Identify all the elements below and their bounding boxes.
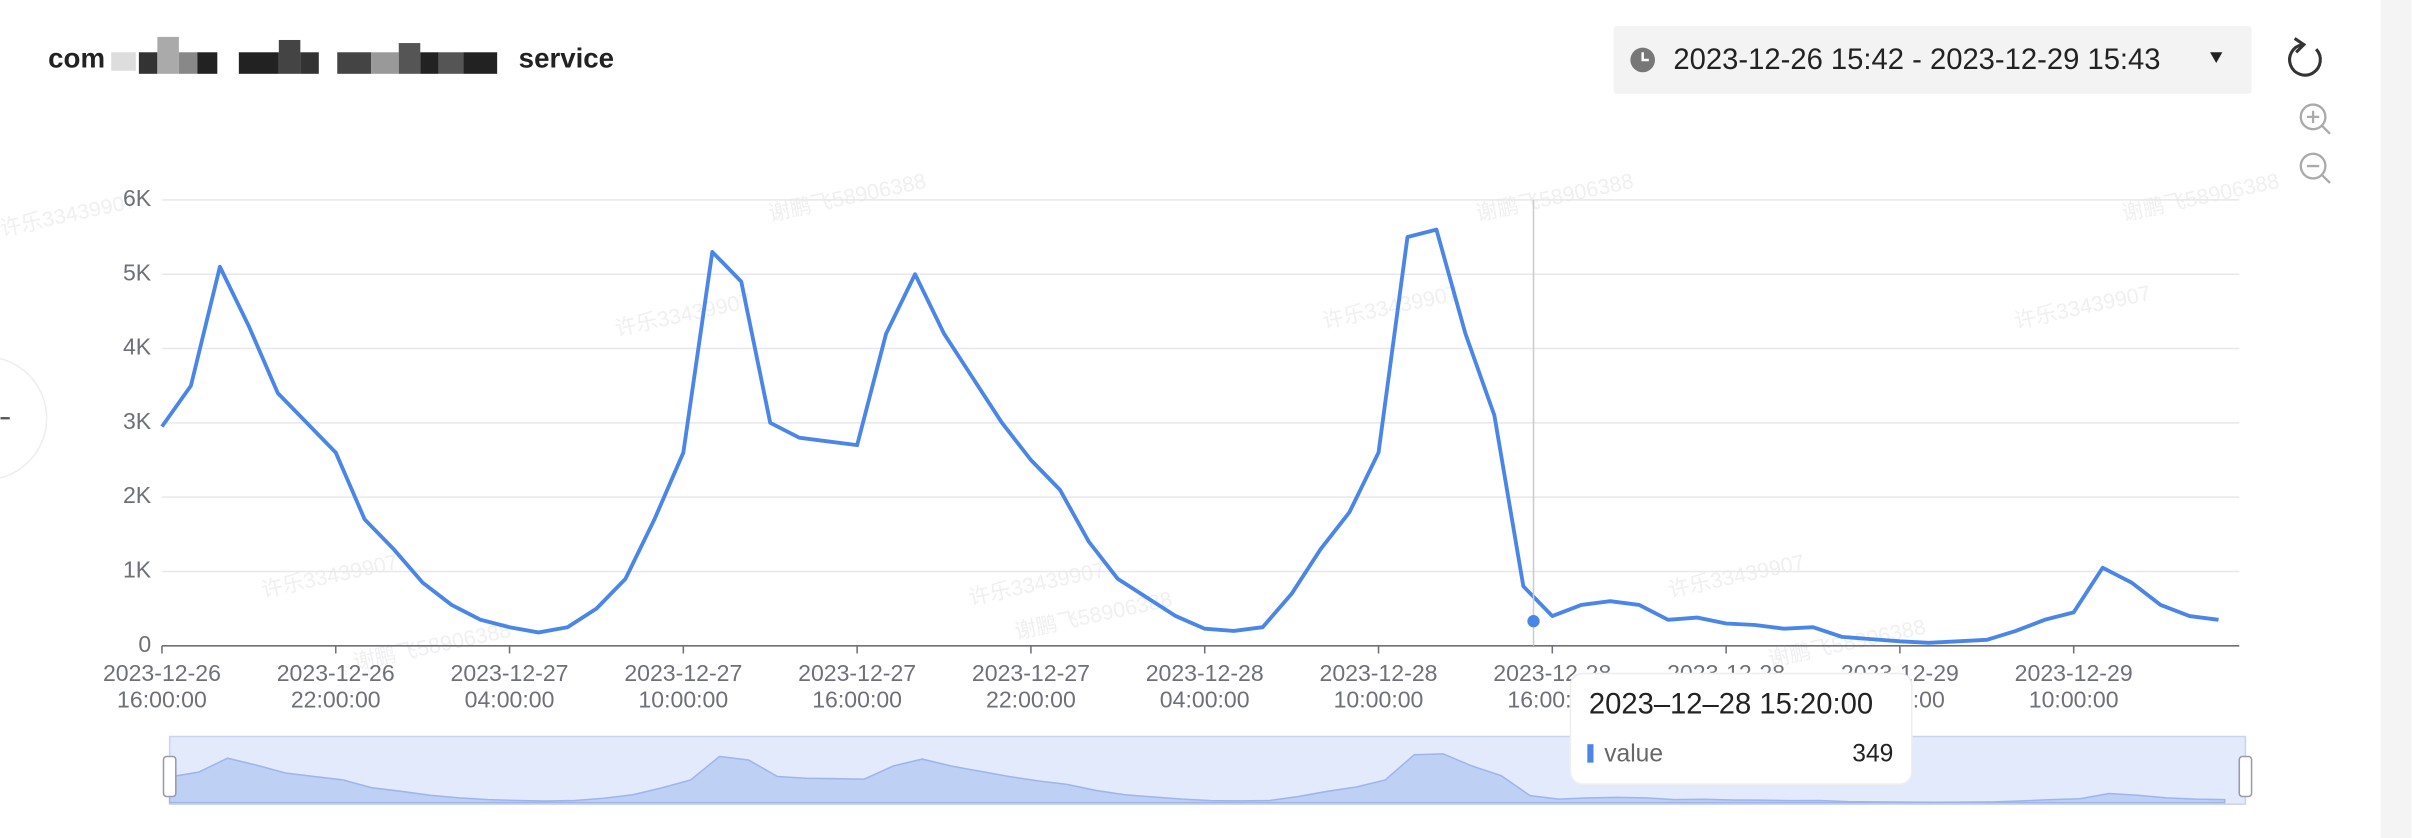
x-tick-label: 2023-12-27 10:00:00 — [624, 661, 743, 714]
y-tick-label: 3K — [123, 408, 152, 434]
x-tick-label: 2023-12-26 22:00:00 — [276, 661, 395, 714]
x-tick-label: 2023-12-27 04:00:00 — [450, 661, 569, 714]
tooltip-value: 349 — [1852, 740, 1893, 767]
x-tick-label: 2023-12-27 16:00:00 — [798, 661, 917, 714]
x-tick-label-box: 2023-12-27 16:00:00 — [798, 661, 917, 714]
watermark: 许乐33439907 — [259, 550, 400, 602]
title-suffix: service — [519, 42, 614, 73]
y-tick-label: 4K — [123, 334, 152, 360]
watermark: 许乐33439907 — [1320, 281, 1461, 333]
zoom-slider — [168, 735, 2247, 805]
x-tick-label: 2023-12-26 16:00:00 — [102, 661, 221, 714]
x-tick-label-box: 2023-12-27 04:00:00 — [450, 661, 569, 714]
y-tick-label: 5K — [123, 259, 152, 285]
watermark: 许乐33439907 — [966, 558, 1107, 610]
x-tick-label-box: 2023-12-26 16:00:00 — [102, 661, 221, 714]
x-tick-label-box: 2023-12-26 22:00:00 — [276, 661, 395, 714]
tooltip-box — [1569, 672, 1913, 785]
x-tick-label-box: 2023-12-28 04:00:00 — [1145, 661, 1264, 714]
series-line — [160, 227, 2219, 645]
dropdown-arrow — [2210, 52, 2223, 64]
watermark: 谢鹏飞58906388 — [767, 169, 929, 226]
refresh-arrow — [2293, 37, 2307, 54]
x-tick-label: 2023-12-28 04:00:00 — [1145, 661, 1264, 714]
time-picker[interactable] — [1613, 26, 2252, 94]
clock-hand — [1641, 52, 1649, 62]
tooltip-swatch — [1587, 744, 1594, 763]
watermark: 许乐33439907 — [1666, 550, 1807, 602]
title-prefix: com — [48, 42, 105, 73]
redacted-blocks — [111, 36, 498, 74]
y-tick-label: 2K — [123, 482, 152, 508]
x-tick-label: 2023-12-28 10:00:00 — [1319, 661, 1438, 714]
slider-handle — [2238, 755, 2253, 798]
side-button[interactable] — [0, 357, 48, 480]
x-tick-label-box: 2023-12-28 10:00:00 — [1319, 661, 1438, 714]
slider-handle[interactable] — [162, 755, 177, 798]
watermarks: 许乐33439907 谢鹏飞58906388 许乐33439907 许乐3343990… — [0, 169, 2281, 675]
y-tick-label: 6K — [123, 185, 152, 211]
tooltip: 2023–12–28 15:20:00 value 349 — [1569, 672, 1913, 785]
watermark: 许乐33439907 — [0, 189, 138, 241]
watermark: 许乐33439907 — [2012, 281, 2153, 333]
zoom-icons[interactable] — [2299, 103, 2331, 184]
time-range: 2023-12-26 15:42 - 2023-12-29 15:43 — [1673, 44, 2160, 76]
tooltip-title: 2023–12–28 15:20:00 — [1589, 688, 1873, 720]
watermark: 许乐33439907 — [613, 289, 754, 341]
x-tick-label-box: 2023-12-27 10:00:00 — [624, 661, 743, 714]
y-tick-label: 0 — [138, 631, 151, 657]
watermark: 谢鹏飞58906388 — [2120, 169, 2282, 226]
y-tick-label: 1K — [123, 557, 152, 583]
x-tick-label: 2023-12-27 22:00:00 — [971, 661, 1090, 714]
x-tick-label-box: 2023-12-27 22:00:00 — [971, 661, 1090, 714]
x-tick-label: 2023-12-29 10:00:00 — [2014, 661, 2133, 714]
slider-area — [168, 753, 2226, 804]
watermark: 谢鹏飞58906388 — [1474, 169, 1636, 226]
x-tick-label-box: 2023-12-29 10:00:00 — [2014, 661, 2133, 714]
side-strip — [2380, 0, 2412, 838]
hover-dot — [1527, 615, 1540, 628]
refresh-icon[interactable] — [2288, 43, 2322, 77]
tooltip-series: value — [1604, 740, 1663, 767]
